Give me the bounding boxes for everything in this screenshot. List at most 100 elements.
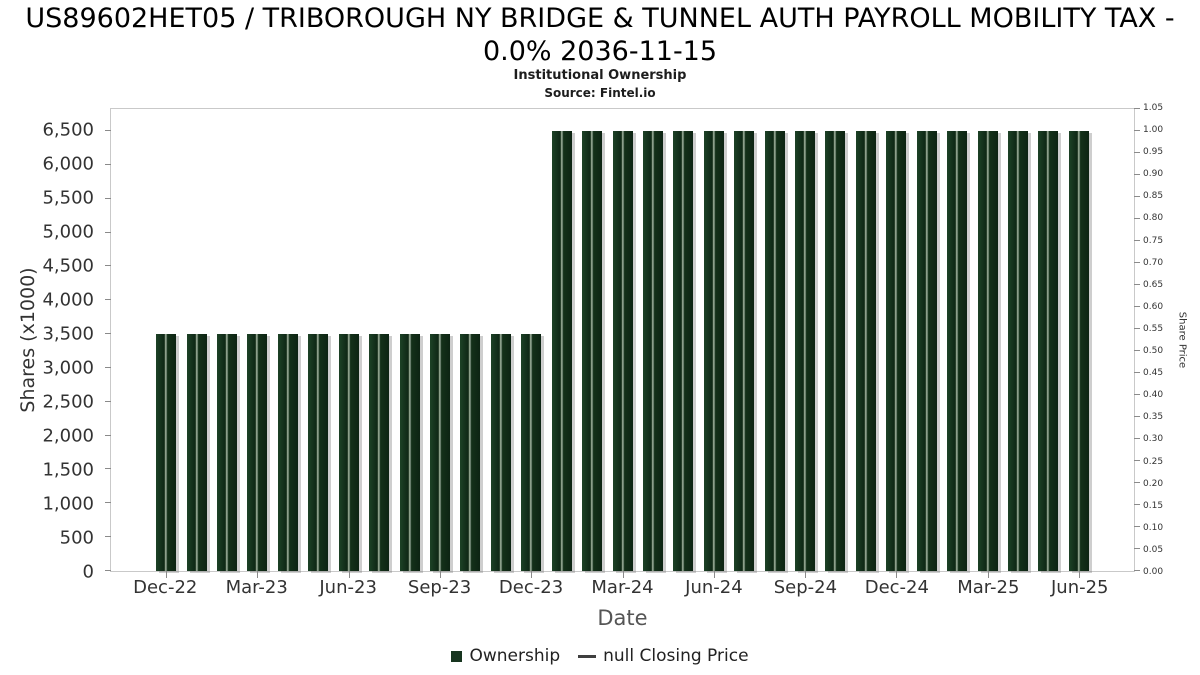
tick-mark bbox=[1134, 570, 1140, 571]
tick-mark bbox=[1134, 130, 1140, 131]
tick-mark bbox=[105, 231, 111, 233]
bar-slot bbox=[912, 109, 942, 571]
y-tick-label-right: 0.75 bbox=[1143, 235, 1164, 246]
x-tick-label: Sep-23 bbox=[407, 577, 472, 598]
y-tick-label-left: 6,500 bbox=[42, 119, 94, 141]
legend-label: null Closing Price bbox=[603, 646, 749, 666]
ownership-bar bbox=[460, 334, 481, 571]
tick-mark bbox=[105, 434, 111, 436]
tick-mark bbox=[105, 536, 111, 538]
tick-mark bbox=[1134, 284, 1140, 285]
y-tick-label-right: 0.65 bbox=[1143, 279, 1164, 290]
tick-mark bbox=[1134, 416, 1140, 418]
tick-mark bbox=[805, 571, 807, 578]
y-tick-label-left: 1,000 bbox=[42, 493, 94, 515]
tick-mark bbox=[348, 571, 350, 578]
bar-slot bbox=[212, 109, 242, 571]
tick-mark bbox=[105, 197, 111, 199]
ownership-bar bbox=[1038, 131, 1059, 571]
y-tick-label-left: 3,000 bbox=[42, 357, 94, 379]
bar-slot bbox=[881, 109, 911, 571]
y-tick-label-right: 0.05 bbox=[1143, 544, 1164, 555]
x-tick-label: Dec-23 bbox=[498, 577, 564, 598]
ownership-bar bbox=[399, 334, 420, 571]
legend-item: null Closing Price bbox=[578, 646, 749, 666]
tick-mark bbox=[896, 571, 898, 578]
ownership-bar bbox=[217, 334, 238, 571]
bar-slot bbox=[851, 109, 881, 571]
bar-slot bbox=[1064, 109, 1094, 571]
bar-slot bbox=[699, 109, 729, 571]
ownership-bar bbox=[338, 334, 359, 571]
y-tick-label-right: 0.55 bbox=[1143, 323, 1164, 334]
y-tick-label-right: 1.05 bbox=[1143, 103, 1164, 113]
bar-slot bbox=[516, 109, 546, 571]
tick-mark bbox=[105, 163, 111, 165]
chart-source: Source: Fintel.io bbox=[544, 86, 656, 100]
tick-mark bbox=[1078, 571, 1080, 578]
y-tick-label-right: 0.45 bbox=[1143, 368, 1164, 379]
x-axis-ticks: Dec-22 Mar-23 Jun-23 Sep-23 Dec-23 Mar-24 Jun-… bbox=[110, 577, 1135, 603]
bar-slot bbox=[668, 109, 698, 571]
x-tick-label: Dec-24 bbox=[864, 577, 929, 598]
y-tick-label-left: 5,000 bbox=[42, 221, 94, 243]
y-tick-label-right: 0.70 bbox=[1143, 257, 1164, 268]
legend-dash-marker bbox=[578, 654, 597, 658]
tick-mark bbox=[105, 468, 111, 470]
tick-mark bbox=[1134, 240, 1140, 241]
y-tick-label-right: 0.15 bbox=[1143, 500, 1164, 511]
y-tick-label-left: 2,500 bbox=[42, 391, 94, 413]
tick-mark bbox=[105, 130, 111, 131]
x-tick-label: Mar-23 bbox=[225, 577, 288, 598]
y-tick-label-left: 3,500 bbox=[42, 323, 94, 345]
tick-mark bbox=[1134, 218, 1140, 219]
tick-mark bbox=[105, 502, 111, 504]
y-tick-label-left: 5,500 bbox=[42, 187, 94, 209]
bar-slot bbox=[334, 109, 364, 571]
x-axis-label: Date bbox=[597, 606, 648, 630]
ownership-bar bbox=[977, 131, 998, 571]
y-tick-label-right: 1.00 bbox=[1143, 125, 1164, 136]
ownership-bar bbox=[247, 334, 268, 571]
tick-mark bbox=[105, 570, 111, 571]
y-tick-label-right: 0.90 bbox=[1143, 169, 1164, 180]
y-tick-label-left: 0 bbox=[82, 561, 94, 583]
bar-slot bbox=[546, 109, 576, 571]
tick-mark bbox=[1134, 438, 1140, 439]
x-tick-label: Dec-22 bbox=[133, 577, 198, 598]
tick-mark bbox=[1134, 548, 1140, 549]
bar-slot bbox=[729, 109, 759, 571]
ownership-bar bbox=[825, 131, 846, 571]
ownership-bar bbox=[551, 131, 572, 571]
bar-slot bbox=[181, 109, 211, 571]
tick-mark bbox=[166, 571, 168, 578]
ownership-bar bbox=[582, 131, 603, 571]
bar-slot bbox=[242, 109, 272, 571]
y-axis-ticks-left: 0 500 1,000 1,500 2,000 2,500 3,000 3,500 4,000 4… bbox=[0, 108, 102, 583]
y-tick-label-left: 6,000 bbox=[42, 153, 94, 175]
y-tick-label-right: 0.80 bbox=[1143, 213, 1164, 224]
tick-mark bbox=[713, 571, 715, 578]
ownership-bar bbox=[1068, 131, 1089, 571]
ownership-bar bbox=[734, 131, 755, 571]
tick-mark bbox=[439, 571, 441, 578]
x-tick-label: Jun-24 bbox=[685, 577, 743, 598]
tick-mark bbox=[1134, 394, 1140, 395]
y-tick-label-left: 500 bbox=[59, 527, 94, 549]
ownership-bar bbox=[1008, 131, 1029, 571]
x-tick-label: Jun-23 bbox=[319, 577, 377, 598]
y-tick-label-right: 0.85 bbox=[1143, 191, 1164, 202]
tick-mark bbox=[1134, 196, 1140, 197]
x-tick-label: Mar-25 bbox=[957, 577, 1020, 598]
bar-slot bbox=[577, 109, 607, 571]
bar-slot bbox=[394, 109, 424, 571]
bar-slot bbox=[942, 109, 972, 571]
legend-square-marker bbox=[451, 650, 463, 662]
y-tick-label-left: 1,500 bbox=[42, 459, 94, 481]
chart-subtitle: Institutional Ownership bbox=[513, 68, 687, 83]
tick-mark bbox=[1134, 328, 1140, 329]
plot-area bbox=[105, 108, 1140, 578]
tick-mark bbox=[257, 571, 259, 578]
y-tick-label-right: 0.10 bbox=[1143, 522, 1164, 533]
ownership-bar bbox=[186, 334, 207, 571]
